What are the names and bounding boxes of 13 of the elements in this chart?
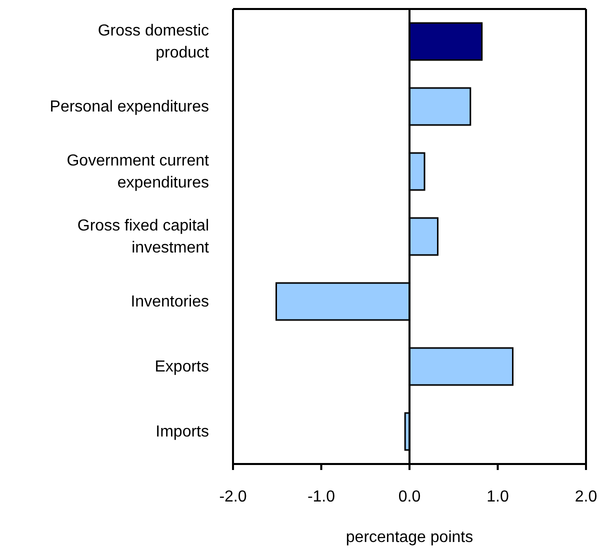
x-tick-label: -1.0 — [307, 488, 336, 506]
y-tick-label: Exports — [154, 358, 209, 375]
y-tick-label: Personal expenditures — [50, 98, 209, 115]
x-tick-label: 0.0 — [398, 488, 421, 506]
x-tick-label: 2.0 — [574, 488, 598, 506]
y-tick-label: Inventories — [130, 293, 209, 310]
x-tick-label: 1.0 — [486, 488, 509, 506]
y-tick-label: Gross fixed capital investment — [77, 217, 210, 256]
y-tick-label: Gross domestic product — [98, 22, 210, 61]
y-tick-label: Imports — [156, 423, 209, 440]
x-tick-label: -2.0 — [219, 488, 247, 506]
x-axis-title: percentage points — [346, 529, 474, 546]
y-tick-label: Government current expenditures — [66, 152, 210, 191]
